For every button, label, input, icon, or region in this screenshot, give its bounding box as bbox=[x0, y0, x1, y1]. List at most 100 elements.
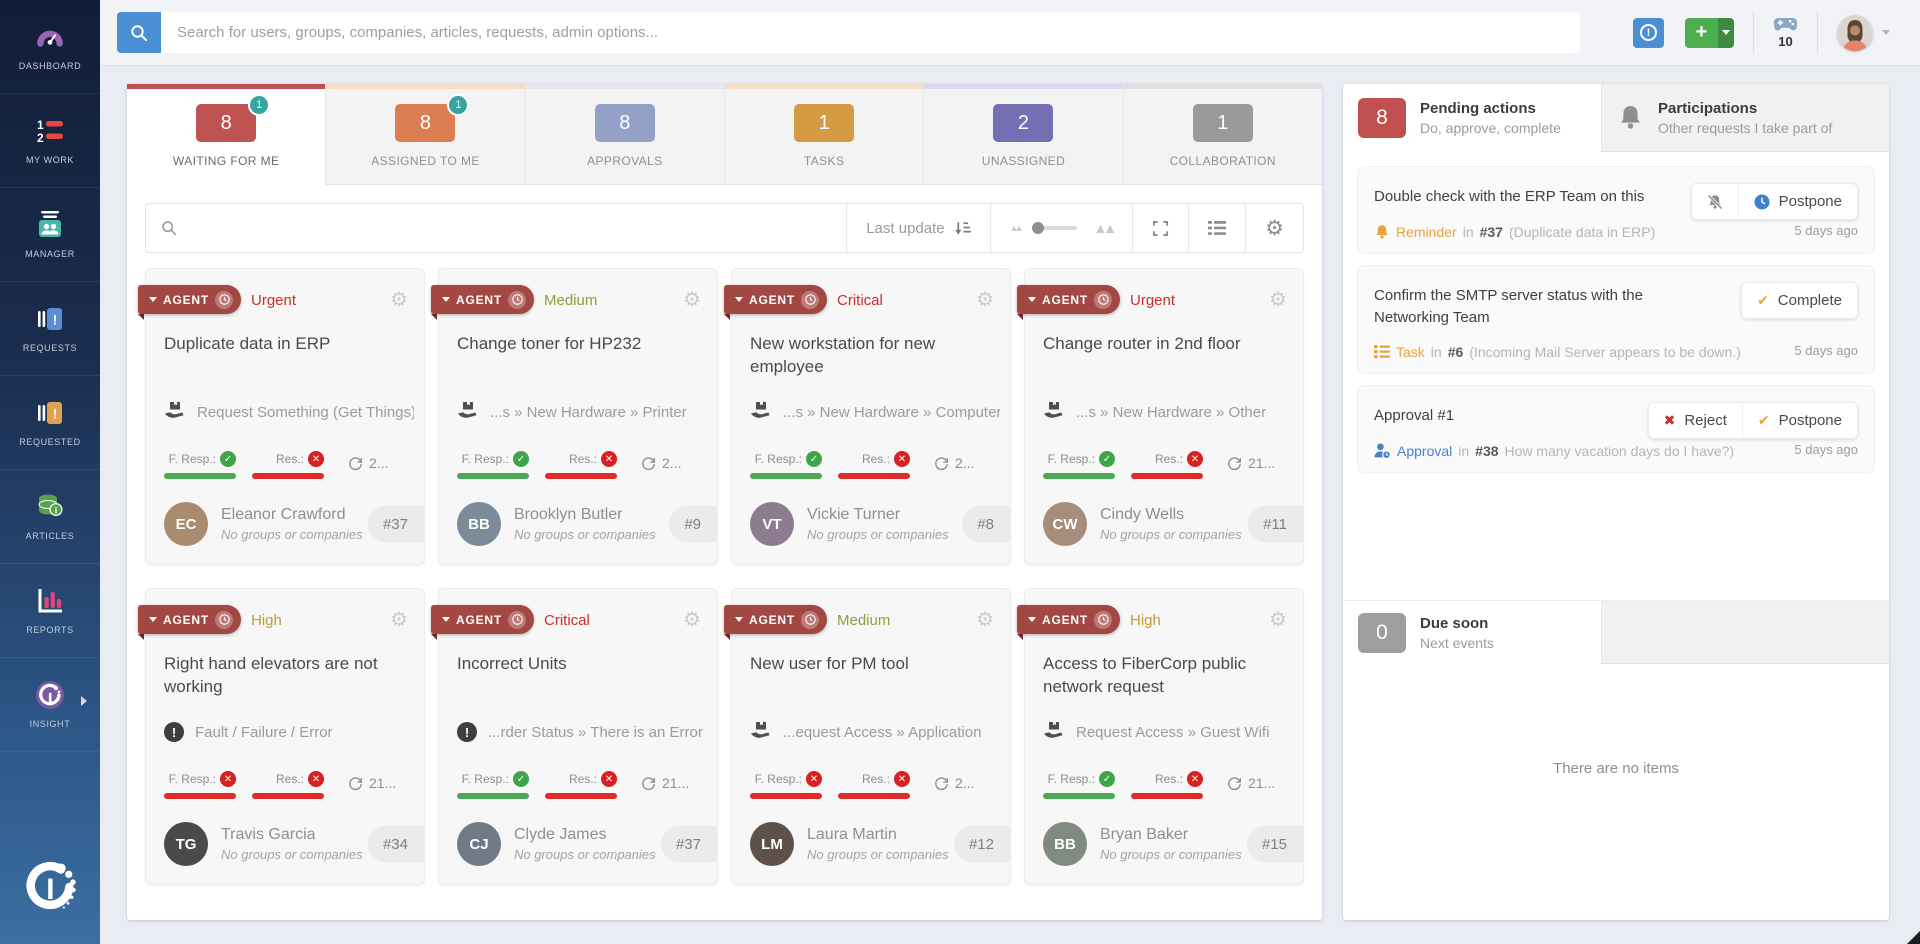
request-ref[interactable]: #37 bbox=[1479, 223, 1503, 240]
request-card[interactable]: AGENT Urgent ⚙ Duplicate data in ERP Req… bbox=[138, 268, 425, 565]
request-title[interactable]: Change toner for HP232 bbox=[457, 334, 642, 353]
postpone-button[interactable]: ✔ Postpone bbox=[1741, 403, 1857, 439]
pending-action-item[interactable]: Approval #1 ✖ Reject ✔ Postpone Approval i… bbox=[1357, 385, 1875, 473]
agent-ribbon-dropdown[interactable]: AGENT bbox=[724, 285, 827, 320]
gear-icon[interactable]: ⚙ bbox=[976, 287, 994, 311]
gear-icon[interactable]: ⚙ bbox=[1269, 607, 1287, 631]
request-ref[interactable]: #38 bbox=[1475, 443, 1499, 459]
fullscreen-button[interactable] bbox=[1132, 204, 1188, 252]
first-response-bar bbox=[1043, 793, 1115, 799]
sidebar-item-dashboard[interactable]: DASHBOARD bbox=[0, 0, 100, 94]
user-avatar[interactable] bbox=[1837, 14, 1873, 51]
request-title[interactable]: New user for PM tool bbox=[750, 654, 909, 673]
request-card[interactable]: AGENT Critical ⚙ New workstation for new… bbox=[724, 268, 1011, 565]
first-response-status: F. Resp.: bbox=[164, 451, 236, 479]
request-title[interactable]: Duplicate data in ERP bbox=[164, 334, 331, 353]
pending-action-item[interactable]: Confirm the SMTP server status with the … bbox=[1357, 264, 1875, 375]
tab-collaboration[interactable]: 1 COLLABORATION bbox=[1123, 84, 1323, 185]
gear-icon[interactable]: ⚙ bbox=[683, 287, 701, 311]
clock-icon bbox=[508, 290, 526, 309]
request-card[interactable]: AGENT High ⚙ Access to FiberCorp public … bbox=[1017, 588, 1304, 885]
sidebar-item-requests[interactable]: ! REQUESTS bbox=[0, 282, 100, 376]
tab-due-soon[interactable]: 0 Due soon Next events bbox=[1343, 601, 1601, 664]
sidebar-item-reports[interactable]: REPORTS bbox=[0, 564, 100, 658]
request-cards-grid: AGENT Urgent ⚙ Duplicate data in ERP Req… bbox=[138, 268, 1304, 885]
tab-pending-actions[interactable]: 8 Pending actions Do, approve, complete bbox=[1343, 84, 1601, 152]
search-button[interactable] bbox=[117, 12, 161, 53]
resize-handle[interactable] bbox=[1907, 931, 1920, 944]
gear-icon[interactable]: ⚙ bbox=[976, 607, 994, 631]
request-title[interactable]: Right hand elevators are not working bbox=[164, 654, 378, 696]
agent-ribbon-dropdown[interactable]: AGENT bbox=[138, 605, 241, 640]
agent-ribbon-dropdown[interactable]: AGENT bbox=[431, 605, 534, 640]
agent-ribbon-dropdown[interactable]: AGENT bbox=[1017, 605, 1120, 640]
resolution-bar bbox=[838, 473, 910, 479]
request-title[interactable]: Access to FiberCorp public network reque… bbox=[1043, 654, 1247, 696]
sidebar-item-articles[interactable]: i ARTICLES bbox=[0, 470, 100, 564]
request-card[interactable]: AGENT Critical ⚙ Incorrect Units ! ...rde… bbox=[431, 588, 718, 885]
chevron-down-icon[interactable] bbox=[1882, 30, 1890, 35]
complete-button[interactable]: ✔ Complete bbox=[1742, 282, 1857, 318]
refresh-icon bbox=[1228, 776, 1242, 790]
tab-label: TASKS bbox=[803, 154, 845, 168]
knowledge-stack-icon: i bbox=[35, 492, 65, 522]
request-title[interactable]: Incorrect Units bbox=[457, 654, 567, 673]
gear-icon[interactable]: ⚙ bbox=[390, 287, 408, 311]
postpone-button[interactable]: Postpone bbox=[1737, 184, 1857, 219]
gamification-counter[interactable]: 10 bbox=[1773, 17, 1798, 49]
request-id-badge: #8 bbox=[962, 506, 1010, 542]
chevron-down-icon bbox=[1718, 17, 1734, 48]
sidebar-item-requested[interactable]: ! REQUESTED bbox=[0, 376, 100, 470]
board-settings-button[interactable]: ⚙ bbox=[1245, 204, 1303, 252]
sidebar-item-insight[interactable]: INSIGHT bbox=[0, 658, 100, 752]
request-card[interactable]: AGENT Medium ⚙ New user for PM tool ...e… bbox=[724, 588, 1011, 885]
gear-icon[interactable]: ⚙ bbox=[683, 607, 701, 631]
size-slider-track[interactable] bbox=[1032, 222, 1078, 234]
agent-ribbon-dropdown[interactable]: AGENT bbox=[138, 285, 241, 320]
size-slider-handle[interactable] bbox=[1032, 222, 1045, 234]
tab-approvals[interactable]: 8 APPROVALS bbox=[525, 84, 725, 185]
request-id-badge: #11 bbox=[1248, 506, 1303, 542]
clock-icon bbox=[508, 610, 526, 629]
sort-button[interactable]: Last update bbox=[846, 204, 989, 252]
request-card[interactable]: AGENT High ⚙ Right hand elevators are no… bbox=[138, 588, 425, 885]
reject-button[interactable]: ✖ Reject bbox=[1648, 403, 1742, 439]
search-icon bbox=[162, 221, 177, 236]
first-response-bar bbox=[457, 793, 529, 799]
request-ref[interactable]: #6 bbox=[1447, 344, 1464, 361]
gauge-icon bbox=[35, 22, 65, 52]
service-icon bbox=[164, 402, 186, 422]
mute-reminder-button[interactable] bbox=[1691, 184, 1738, 219]
card-size-slider[interactable]: ▲▲ ▲▲ bbox=[989, 204, 1133, 252]
svg-text:i: i bbox=[55, 506, 58, 516]
request-card[interactable]: AGENT Urgent ⚙ Change router in 2nd floo… bbox=[1017, 268, 1304, 565]
first-response-bar bbox=[1043, 473, 1115, 479]
games-count: 10 bbox=[1778, 33, 1793, 49]
agent-ribbon-dropdown[interactable]: AGENT bbox=[431, 285, 534, 320]
list-view-button[interactable] bbox=[1188, 204, 1245, 252]
pending-action-item[interactable]: Double check with the ERP Team on this P… bbox=[1357, 166, 1875, 254]
agent-ribbon-dropdown[interactable]: AGENT bbox=[1017, 285, 1120, 320]
tab-tasks[interactable]: 1 TASKS bbox=[724, 84, 925, 185]
app-logo[interactable] bbox=[0, 838, 100, 944]
request-card[interactable]: AGENT Medium ⚙ Change toner for HP232 ..… bbox=[431, 268, 718, 565]
request-context: (Incoming Mail Server appears to be down… bbox=[1469, 344, 1741, 361]
info-button[interactable]: ! bbox=[1633, 17, 1664, 48]
gear-icon[interactable]: ⚙ bbox=[1269, 287, 1287, 311]
sidebar-item-manager[interactable]: MANAGER bbox=[0, 188, 100, 282]
request-title[interactable]: Change router in 2nd floor bbox=[1043, 334, 1241, 353]
tab-unassigned[interactable]: 2 UNASSIGNED bbox=[924, 84, 1124, 185]
add-new-button[interactable]: + bbox=[1685, 17, 1734, 48]
request-title[interactable]: New workstation for new employee bbox=[750, 334, 936, 376]
filter-search-input[interactable] bbox=[187, 219, 832, 237]
requester-name: Bryan Baker bbox=[1100, 826, 1189, 843]
sidebar-item-label: MANAGER bbox=[25, 249, 75, 259]
gear-icon[interactable]: ⚙ bbox=[390, 607, 408, 631]
global-search-input[interactable] bbox=[161, 12, 1580, 53]
tab-participations[interactable]: Participations Other requests I take par… bbox=[1601, 84, 1889, 152]
approval-person-icon bbox=[1374, 443, 1391, 459]
agent-ribbon-dropdown[interactable]: AGENT bbox=[724, 605, 827, 640]
